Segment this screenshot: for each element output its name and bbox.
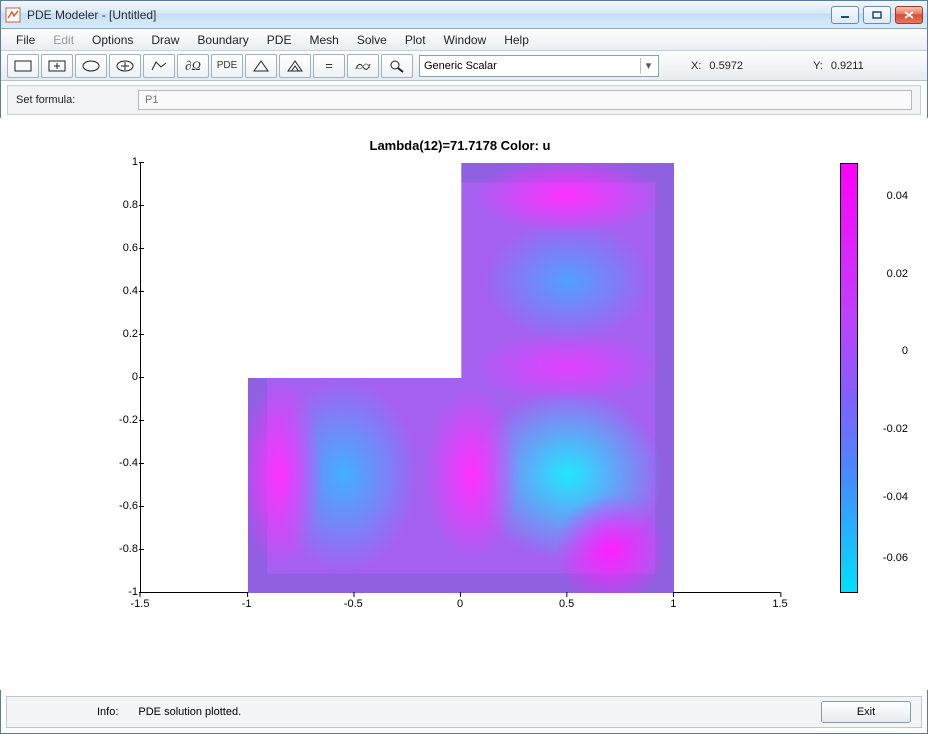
- ytick: 0.4: [98, 285, 138, 297]
- ytick: -0.6: [98, 500, 138, 512]
- coord-y-label: Y:: [813, 60, 823, 72]
- set-formula-input[interactable]: [138, 90, 912, 110]
- menu-draw[interactable]: Draw: [142, 31, 188, 49]
- set-formula-label: Set formula:: [16, 94, 126, 106]
- statusbar: Info: PDE solution plotted. Exit: [6, 696, 922, 728]
- coord-y-value: 0.9211: [831, 60, 864, 72]
- colorbar-tick: -0.04: [864, 491, 908, 503]
- window-title: PDE Modeler - [Untitled]: [27, 8, 156, 22]
- ytick: -0.4: [98, 457, 138, 469]
- colorbar-tick: -0.02: [864, 423, 908, 435]
- colorbar-tick: 0.04: [864, 190, 908, 202]
- ytick: 0: [98, 371, 138, 383]
- maximize-button[interactable]: [863, 6, 891, 24]
- colorbar-tick: 0: [864, 345, 908, 357]
- menu-mesh[interactable]: Mesh: [300, 31, 347, 49]
- menu-file[interactable]: File: [7, 31, 44, 49]
- menu-options[interactable]: Options: [83, 31, 142, 49]
- menu-window[interactable]: Window: [435, 31, 496, 49]
- menu-boundary[interactable]: Boundary: [188, 31, 257, 49]
- exit-button[interactable]: Exit: [821, 701, 911, 723]
- solution-field: [248, 163, 675, 593]
- menu-plot[interactable]: Plot: [396, 31, 435, 49]
- ytick: 0.8: [98, 199, 138, 211]
- refine-mesh-tool-icon[interactable]: [279, 54, 311, 78]
- titlebar: PDE Modeler - [Untitled]: [1, 1, 927, 29]
- ytick: 1: [98, 156, 138, 168]
- ytick: -1: [98, 586, 138, 598]
- coord-x-label: X:: [691, 60, 701, 72]
- mesh-tool-icon[interactable]: [245, 54, 277, 78]
- rectangle-center-tool-icon[interactable]: [41, 54, 73, 78]
- ytick: 0.6: [98, 242, 138, 254]
- menu-help[interactable]: Help: [495, 31, 538, 49]
- menu-pde[interactable]: PDE: [258, 31, 301, 49]
- close-button[interactable]: [895, 6, 923, 24]
- polygon-tool-icon[interactable]: [143, 54, 175, 78]
- menu-solve[interactable]: Solve: [348, 31, 396, 49]
- ytick: 0.2: [98, 328, 138, 340]
- axes: [140, 163, 780, 593]
- xtick: 0: [457, 598, 463, 610]
- colorbar-tick: -0.06: [864, 552, 908, 564]
- info-label: Info:: [97, 706, 118, 718]
- ytick: -0.8: [98, 543, 138, 555]
- xtick: 1: [670, 598, 676, 610]
- dropdown-value: Generic Scalar: [424, 60, 497, 72]
- minimize-button[interactable]: [831, 6, 859, 24]
- pde-tool-icon[interactable]: PDE: [211, 54, 243, 78]
- xtick: -1: [242, 598, 252, 610]
- zoom-tool-icon[interactable]: [381, 54, 413, 78]
- xtick: -1.5: [131, 598, 150, 610]
- application-mode-dropdown[interactable]: Generic Scalar ▾: [419, 55, 659, 77]
- plot-area: Lambda(12)=71.7178 Color: u: [0, 118, 928, 690]
- ytick: -0.2: [98, 414, 138, 426]
- set-formula-strip: Set formula:: [7, 85, 921, 115]
- menubar: FileEditOptionsDrawBoundaryPDEMeshSolveP…: [1, 29, 927, 51]
- coordinate-readout: X: 0.5972 Y: 0.9211: [661, 60, 921, 72]
- boundary-tool-icon[interactable]: ∂Ω: [177, 54, 209, 78]
- plot-title: Lambda(12)=71.7178 Color: u: [140, 138, 780, 153]
- coord-x-value: 0.5972: [709, 60, 743, 72]
- xtick: 0.5: [559, 598, 574, 610]
- info-text: PDE solution plotted.: [138, 706, 241, 718]
- colorbar-tick: 0.02: [864, 268, 908, 280]
- ellipse-tool-icon[interactable]: [75, 54, 107, 78]
- xtick: 1.5: [772, 598, 787, 610]
- app-icon: [5, 7, 21, 23]
- chevron-down-icon: ▾: [640, 58, 656, 74]
- colorbar: [840, 163, 858, 593]
- toolbar: ∂Ω PDE = Generic Scalar ▾ X: 0.5972 Y: 0.9…: [1, 51, 927, 81]
- plot-tool-icon[interactable]: [347, 54, 379, 78]
- rectangle-tool-icon[interactable]: [7, 54, 39, 78]
- solve-tool-icon[interactable]: =: [313, 54, 345, 78]
- menu-edit: Edit: [44, 31, 83, 49]
- ellipse-center-tool-icon[interactable]: [109, 54, 141, 78]
- xtick: -0.5: [344, 598, 363, 610]
